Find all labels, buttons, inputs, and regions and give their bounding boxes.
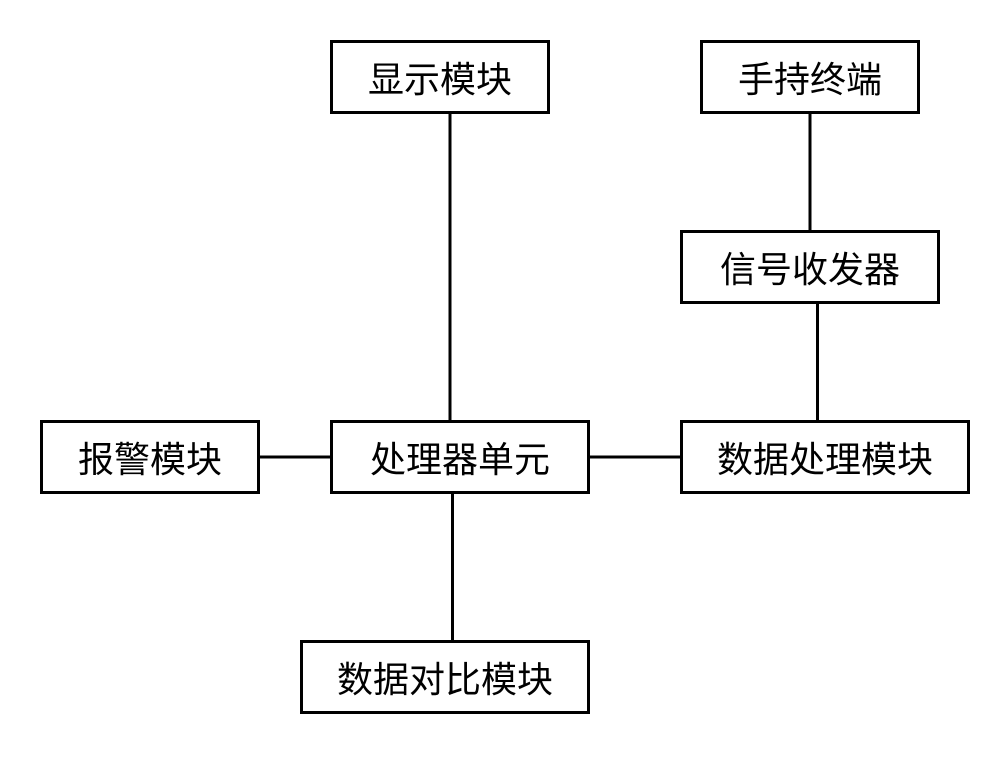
node-processor-unit: 处理器单元 bbox=[330, 420, 590, 494]
node-handheld-terminal: 手持终端 bbox=[700, 40, 920, 114]
node-data-processing: 数据处理模块 bbox=[680, 420, 970, 494]
node-label: 处理器单元 bbox=[370, 431, 550, 483]
diagram-canvas: 显示模块 手持终端 信号收发器 报警模块 处理器单元 数据处理模块 数据对比模块 bbox=[0, 0, 1000, 780]
node-signal-transceiver: 信号收发器 bbox=[680, 230, 940, 304]
node-label: 数据处理模块 bbox=[717, 431, 933, 483]
node-data-comparison: 数据对比模块 bbox=[300, 640, 590, 714]
node-label: 数据对比模块 bbox=[337, 651, 553, 703]
node-alarm-module: 报警模块 bbox=[40, 420, 260, 494]
node-label: 显示模块 bbox=[368, 51, 512, 103]
node-label: 信号收发器 bbox=[720, 241, 900, 293]
node-display-module: 显示模块 bbox=[330, 40, 550, 114]
node-label: 报警模块 bbox=[78, 431, 222, 483]
node-label: 手持终端 bbox=[738, 51, 882, 103]
